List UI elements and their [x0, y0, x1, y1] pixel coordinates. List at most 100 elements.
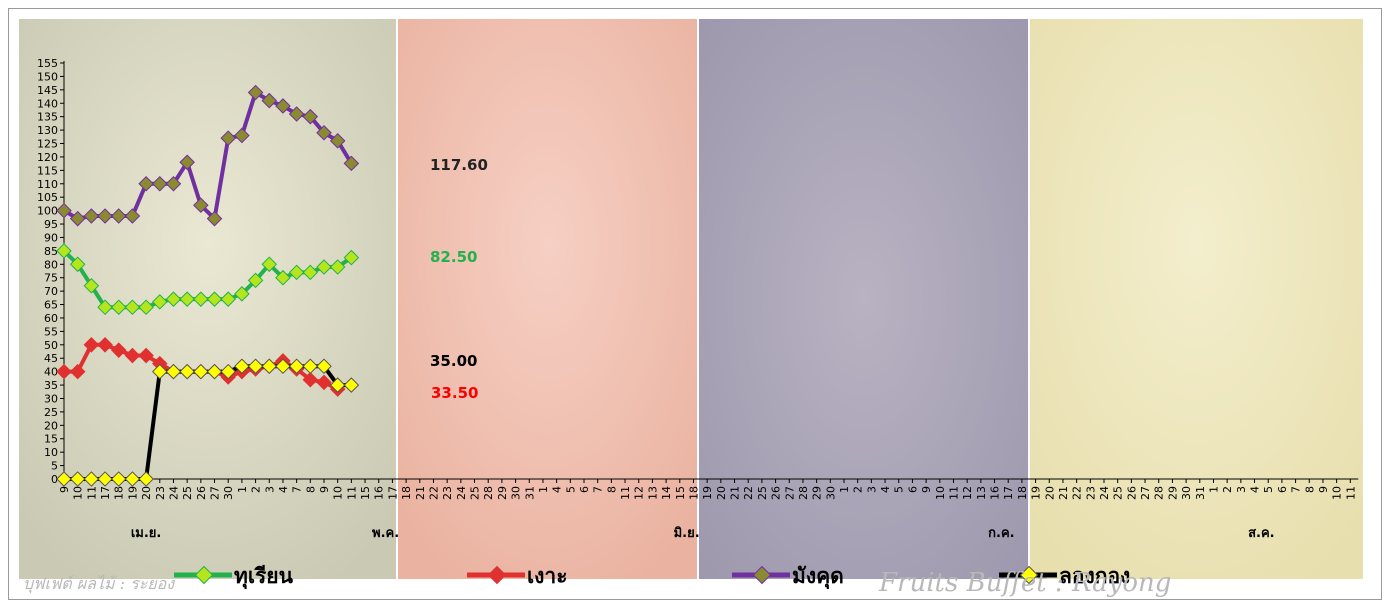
data-point — [206, 210, 223, 227]
data-point — [110, 342, 127, 358]
x-tick-label: 20 — [140, 486, 153, 500]
data-point — [193, 363, 209, 380]
x-tick-label: 23 — [154, 486, 167, 500]
y-tick-label: 155 — [37, 57, 58, 70]
y-tick-label: 110 — [37, 178, 58, 191]
x-tick-label: 28 — [482, 486, 495, 500]
x-tick-label: 23 — [1084, 486, 1097, 500]
footer-left-text: บุฟเฟต์ ผลไม้ : ระยอง — [23, 574, 175, 594]
x-tick-label: 21 — [729, 486, 742, 500]
x-tick-label: 21 — [414, 486, 427, 500]
x-tick-label: 11 — [345, 486, 358, 500]
legend-label: เงาะ — [527, 564, 568, 588]
data-point — [165, 291, 182, 307]
data-point — [110, 208, 127, 224]
data-point — [97, 208, 113, 224]
x-tick-label: 29 — [496, 486, 509, 500]
data-point — [83, 471, 100, 487]
x-tick-label: 11 — [1344, 486, 1357, 500]
data-point — [69, 256, 86, 273]
legend-label: ทุเรียน — [234, 564, 294, 590]
x-tick-label: 17 — [1002, 486, 1015, 500]
data-point — [179, 291, 195, 307]
x-tick-label: 9 — [58, 486, 71, 493]
data-point — [138, 347, 154, 364]
data-point — [165, 363, 182, 380]
data-point — [110, 299, 127, 316]
y-tick-label: 70 — [44, 285, 58, 298]
data-point — [247, 358, 264, 375]
data-point — [124, 299, 141, 316]
data-point — [288, 358, 305, 375]
x-tick-label: 31 — [1194, 486, 1207, 500]
y-tick-label: 85 — [44, 245, 58, 258]
fruit-price-chart: 0510152025303540455055606570758085909510… — [19, 19, 1363, 598]
end-value-label: 82.50 — [430, 248, 477, 266]
y-tick-label: 55 — [44, 325, 58, 338]
x-tick-label: 2 — [250, 486, 263, 493]
x-tick-label: 4 — [1249, 486, 1262, 493]
end-value-label: 117.60 — [430, 156, 488, 174]
data-point — [138, 299, 154, 316]
x-tick-label: 27 — [1139, 486, 1152, 500]
x-tick-label: 18 — [1016, 486, 1029, 500]
y-tick-label: 125 — [37, 138, 58, 151]
data-point — [220, 130, 236, 146]
x-tick-label: 10 — [1331, 486, 1344, 500]
data-point — [152, 175, 168, 192]
data-point — [83, 208, 100, 224]
x-tick-label: 22 — [742, 486, 755, 500]
x-tick-label: 19 — [126, 486, 139, 500]
x-tick-label: 7 — [592, 486, 605, 493]
x-tick-label: 6 — [1276, 486, 1289, 493]
data-point — [220, 363, 236, 380]
data-point — [179, 363, 195, 380]
x-tick-label: 30 — [1180, 486, 1193, 500]
x-tick-label: 26 — [1125, 486, 1138, 500]
x-tick-label: 30 — [510, 486, 523, 500]
x-tick-label: 19 — [1030, 486, 1043, 500]
y-tick-label: 135 — [37, 111, 58, 124]
data-point — [316, 374, 332, 391]
y-tick-label: 150 — [37, 70, 58, 83]
x-tick-label: 9 — [920, 486, 933, 493]
fruit-photo-backgrounds — [19, 19, 1363, 579]
y-tick-label: 60 — [44, 312, 58, 325]
x-tick-label: 9 — [1317, 486, 1330, 493]
x-tick-label: 24 — [1098, 486, 1111, 500]
month-label: เม.ย. — [131, 526, 162, 541]
data-point — [302, 371, 319, 388]
x-tick-label: 29 — [811, 486, 824, 500]
legend-swatch-marker — [194, 565, 214, 585]
data-point — [56, 471, 72, 487]
x-tick-label: 26 — [770, 486, 783, 500]
data-point — [316, 125, 332, 141]
data-point — [302, 358, 319, 375]
x-tick-label: 28 — [1153, 486, 1166, 500]
x-tick-label: 2 — [852, 486, 865, 493]
x-tick-label: 25 — [469, 486, 482, 500]
x-tick-label: 28 — [797, 486, 810, 500]
data-point — [329, 133, 346, 149]
data-point — [152, 355, 168, 372]
x-tick-label: 30 — [824, 486, 837, 500]
data-point — [193, 291, 209, 307]
x-tick-label: 25 — [756, 486, 769, 500]
x-tick-label: 8 — [304, 486, 317, 493]
x-tick-label: 13 — [646, 486, 659, 500]
data-point — [275, 98, 291, 114]
legend-label: มังคุด — [792, 564, 844, 590]
data-point — [193, 197, 209, 214]
x-tick-label: 18 — [400, 486, 413, 500]
x-tick-label: 27 — [209, 486, 222, 500]
x-tick-label: 5 — [893, 486, 906, 493]
data-point — [83, 337, 100, 353]
x-tick-label: 10 — [934, 486, 947, 500]
data-point — [302, 264, 319, 281]
legend-swatch-marker — [752, 565, 772, 585]
data-point — [69, 363, 86, 380]
x-tick-label: 3 — [263, 486, 276, 493]
x-tick-label: 25 — [181, 486, 194, 500]
y-tick-label: 95 — [44, 218, 58, 231]
data-point — [302, 108, 319, 125]
